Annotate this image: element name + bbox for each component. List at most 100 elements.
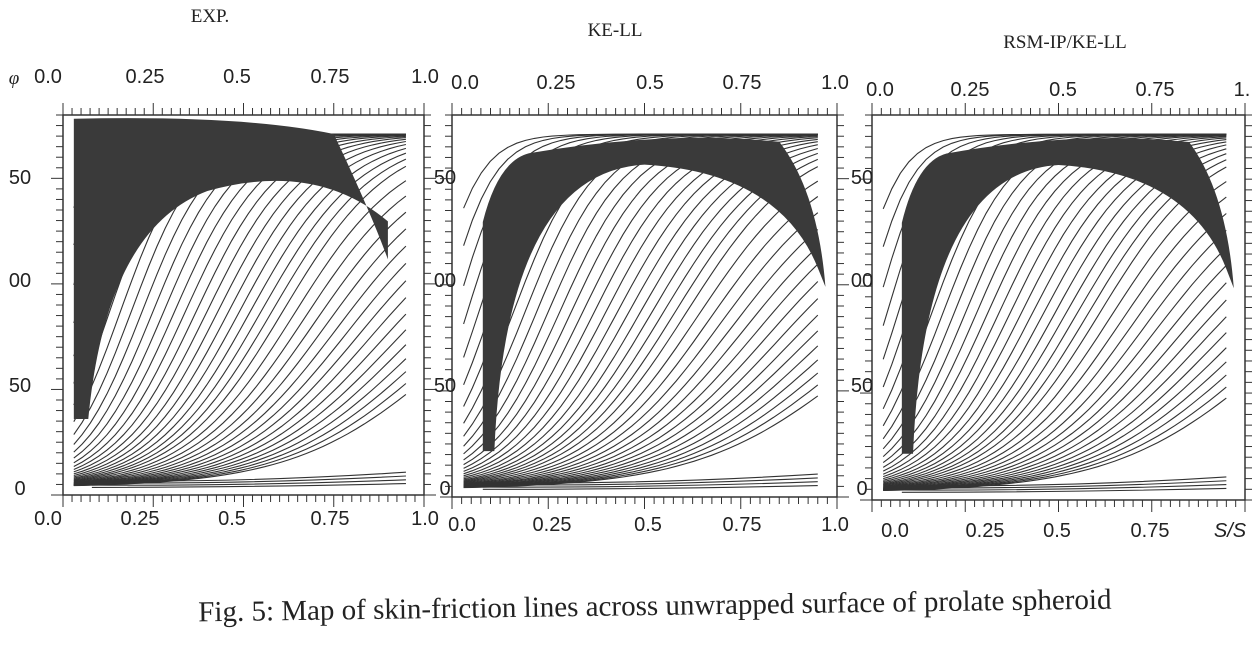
friction-line bbox=[883, 397, 1227, 492]
friction-line bbox=[91, 471, 406, 482]
y-tick-label: 50 bbox=[851, 375, 873, 397]
friction-line bbox=[882, 134, 1227, 468]
friction-line bbox=[463, 263, 819, 487]
friction-line bbox=[73, 135, 406, 471]
friction-line bbox=[91, 475, 406, 484]
panel: KE-LL 0.0 0.25 0.5 0.75 1.0 0.0 0.25 0.5 0.75 1.0 5… bbox=[434, 20, 849, 536]
bottom-tick-label: S/S bbox=[1214, 520, 1247, 542]
panel-title: KE-LL bbox=[588, 20, 643, 41]
friction-line bbox=[883, 332, 1227, 491]
friction-line bbox=[463, 281, 819, 487]
bottom-tick-label: 0.5 bbox=[1043, 520, 1071, 542]
friction-line bbox=[482, 477, 818, 486]
friction-line bbox=[883, 181, 1227, 487]
friction-line bbox=[73, 211, 407, 483]
friction-line bbox=[73, 195, 407, 483]
friction-line bbox=[73, 138, 406, 475]
friction-line bbox=[463, 330, 819, 488]
friction-line bbox=[73, 393, 407, 487]
bottom-tick-label: 0.25 bbox=[121, 508, 160, 530]
friction-line bbox=[73, 297, 407, 485]
friction-line bbox=[482, 484, 818, 490]
friction-line bbox=[463, 229, 819, 486]
y-tick-label: 0 bbox=[856, 478, 867, 500]
top-tick-label: 0.25 bbox=[951, 79, 990, 101]
separation-region bbox=[73, 118, 388, 419]
friction-line bbox=[73, 344, 407, 486]
caption: Fig. 5: Map of skin-friction lines acros… bbox=[198, 584, 1112, 629]
bottom-tick-label: 0.75 bbox=[1131, 520, 1170, 542]
friction-line bbox=[73, 329, 407, 486]
friction-line bbox=[463, 345, 819, 488]
y-tick-label: 50 bbox=[434, 167, 456, 189]
friction-line bbox=[73, 263, 407, 485]
friction-line bbox=[463, 158, 819, 483]
y-tick-label: 50 bbox=[434, 375, 456, 397]
friction-line bbox=[883, 159, 1227, 486]
bottom-tick-label: 0.75 bbox=[723, 514, 762, 536]
friction-line bbox=[901, 484, 1227, 491]
friction-line bbox=[73, 137, 406, 473]
y-tick-label: 00 bbox=[434, 270, 456, 292]
friction-line bbox=[883, 347, 1227, 491]
top-tick-label: 1.0 bbox=[411, 66, 439, 88]
friction-line bbox=[901, 476, 1227, 487]
friction-line bbox=[482, 481, 818, 488]
bottom-tick-label: 0.5 bbox=[218, 508, 246, 530]
y-tick-label: 00 bbox=[9, 270, 31, 292]
bottom-tick-label: 0.75 bbox=[311, 508, 350, 530]
friction-line bbox=[463, 298, 819, 487]
bottom-tick-label: 0.25 bbox=[966, 520, 1005, 542]
friction-line bbox=[882, 134, 1227, 464]
bottom-tick-label: 0.0 bbox=[34, 508, 62, 530]
y-tick-label: 0 bbox=[14, 478, 25, 500]
friction-line bbox=[883, 247, 1227, 489]
friction-line bbox=[463, 134, 818, 461]
separation-region bbox=[901, 138, 1234, 454]
panel-title: EXP. bbox=[191, 6, 230, 27]
friction-line bbox=[883, 213, 1227, 488]
separation-region bbox=[482, 137, 826, 452]
bottom-tick-label: 0.0 bbox=[448, 514, 476, 536]
top-tick-label: 0.5 bbox=[223, 66, 251, 88]
top-tick-label: 0.75 bbox=[1136, 79, 1175, 101]
friction-line bbox=[73, 280, 407, 485]
bottom-tick-label: 0.0 bbox=[881, 520, 909, 542]
y-tick-label: 0 bbox=[439, 478, 450, 500]
friction-line bbox=[463, 212, 819, 485]
friction-line bbox=[73, 245, 407, 484]
top-tick-label: 0.5 bbox=[1049, 79, 1077, 101]
friction-line bbox=[482, 473, 818, 484]
friction-line bbox=[91, 479, 406, 486]
panel: EXP. 0.0 0.25 0.5 0.75 1.0 0.0 0.25 0.5 0.75 1.0 50… bbox=[9, 6, 439, 530]
friction-line bbox=[883, 282, 1227, 490]
friction-line bbox=[73, 143, 407, 478]
friction-line bbox=[91, 483, 406, 488]
friction-line bbox=[883, 265, 1227, 490]
friction-line bbox=[463, 134, 818, 466]
friction-line bbox=[73, 158, 407, 481]
top-tick-label: 0.5 bbox=[636, 72, 664, 94]
bottom-tick-label: 0.5 bbox=[634, 514, 662, 536]
top-tick-label: 1.0 bbox=[821, 72, 849, 94]
friction-line bbox=[73, 134, 406, 467]
friction-line bbox=[883, 196, 1227, 488]
top-tick-label: 0.75 bbox=[311, 66, 350, 88]
y-tick-label: 00 bbox=[851, 270, 873, 292]
friction-line bbox=[901, 480, 1227, 489]
y-tick-label: 50 bbox=[9, 375, 31, 397]
top-tick-label: 0.75 bbox=[723, 72, 762, 94]
friction-line bbox=[73, 134, 406, 464]
friction-line bbox=[883, 229, 1227, 489]
panel: RSM-IP/KE-LL 0.0 0.25 0.5 0.75 1. 0.0 0.25 0.5 0.… bbox=[851, 32, 1252, 542]
friction-line bbox=[901, 487, 1227, 493]
friction-line bbox=[463, 395, 819, 489]
friction-line bbox=[73, 180, 407, 482]
friction-line bbox=[463, 246, 819, 486]
top-tick-label: 0.0 bbox=[451, 72, 479, 94]
y-tick-label: 50 bbox=[9, 167, 31, 189]
top-tick-label: 0.0 bbox=[34, 66, 62, 88]
friction-line bbox=[73, 165, 407, 482]
friction-line bbox=[463, 196, 819, 485]
